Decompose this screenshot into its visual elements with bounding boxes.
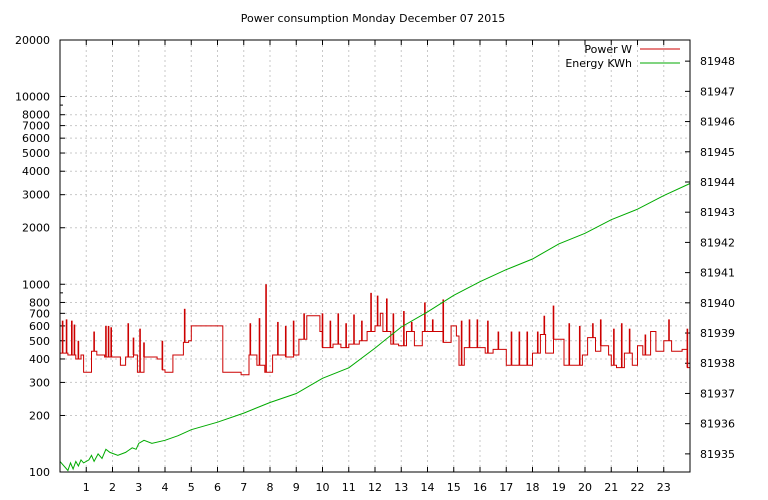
x-tick-label: 9	[293, 481, 300, 494]
x-tick-label: 12	[368, 481, 382, 494]
energy-series-line	[59, 183, 691, 472]
left-tick-label: 10000	[15, 91, 50, 104]
legend-label-energy: Energy KWh	[565, 57, 632, 70]
left-tick-label: 800	[29, 296, 50, 309]
x-tick-label: 17	[499, 481, 513, 494]
x-tick-label: 5	[188, 481, 195, 494]
x-tick-label: 15	[447, 481, 461, 494]
grid-lines	[60, 40, 690, 472]
chart-title: Power consumption Monday December 07 201…	[241, 12, 505, 25]
right-tick-label: 81938	[700, 357, 735, 370]
x-tick-label: 7	[240, 481, 247, 494]
right-tick-label: 81936	[700, 418, 735, 431]
x-tick-label: 4	[162, 481, 169, 494]
left-tick-label: 300	[29, 376, 50, 389]
left-tick-label: 700	[29, 307, 50, 320]
x-tick-label: 18	[526, 481, 540, 494]
right-tick-label: 81945	[700, 146, 735, 159]
left-tick-label: 500	[29, 335, 50, 348]
x-axis-ticks: 1 2 3 4 5 6 7 8 9 10 11 12 13 14 15 16 17 18 19 20 21 22 23	[83, 40, 671, 494]
left-tick-label: 20000	[15, 34, 50, 47]
x-tick-label: 23	[657, 481, 671, 494]
x-tick-label: 21	[604, 481, 618, 494]
left-tick-label: 6000	[22, 132, 50, 145]
right-tick-label: 81942	[700, 236, 735, 249]
x-tick-label: 20	[578, 481, 592, 494]
right-tick-label: 81940	[700, 297, 735, 310]
right-tick-label: 81944	[700, 176, 735, 189]
x-tick-label: 13	[394, 481, 408, 494]
x-tick-label: 8	[267, 481, 274, 494]
left-tick-label: 1000	[22, 278, 50, 291]
power-series-line	[60, 312, 690, 376]
left-tick-label: 2000	[22, 222, 50, 235]
x-tick-label: 10	[316, 481, 330, 494]
x-tick-label: 11	[342, 481, 356, 494]
x-tick-label: 19	[552, 481, 566, 494]
legend-label-power: Power W	[584, 43, 632, 56]
right-tick-label: 81948	[700, 55, 735, 68]
right-tick-label: 81935	[700, 448, 735, 461]
left-tick-label: 4000	[22, 165, 50, 178]
right-axis-ticks: 81935 81936 81937 81938 81939 81940 81941 81942…	[685, 55, 735, 461]
x-tick-label: 22	[631, 481, 645, 494]
right-tick-label: 81941	[700, 267, 735, 280]
x-tick-label: 6	[214, 481, 221, 494]
left-tick-label: 5000	[22, 147, 50, 160]
x-tick-label: 2	[109, 481, 116, 494]
plot-frame	[59, 39, 691, 473]
left-tick-label: 100	[29, 466, 50, 479]
right-tick-label: 81947	[700, 85, 735, 98]
left-tick-label: 200	[29, 409, 50, 422]
right-tick-label: 81946	[700, 116, 735, 129]
left-tick-label: 600	[29, 320, 50, 333]
left-tick-label: 7000	[22, 120, 50, 133]
left-tick-label: 8000	[22, 109, 50, 122]
x-tick-label: 16	[473, 481, 487, 494]
right-tick-label: 81943	[700, 206, 735, 219]
right-tick-label: 81937	[700, 387, 735, 400]
x-tick-label: 3	[135, 481, 142, 494]
x-tick-label: 1	[83, 481, 90, 494]
right-tick-label: 81939	[700, 327, 735, 340]
left-tick-label: 400	[29, 353, 50, 366]
left-tick-label: 3000	[22, 189, 50, 202]
x-tick-label: 14	[421, 481, 435, 494]
series-lines	[59, 183, 691, 472]
legend: Power W Energy KWh	[565, 43, 680, 70]
